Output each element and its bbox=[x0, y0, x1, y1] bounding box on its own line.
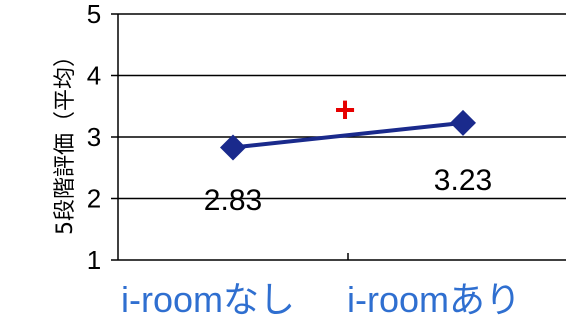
axes bbox=[111, 13, 566, 261]
y-tick-label-4: 4 bbox=[87, 61, 101, 91]
series-line-0 bbox=[232, 120, 464, 150]
category-label-1: i-roomあり bbox=[347, 279, 521, 320]
data-point-0 bbox=[220, 134, 246, 161]
data-point-1 bbox=[450, 109, 476, 136]
category-labels: i-roomなし i-roomあり bbox=[121, 279, 521, 320]
series bbox=[220, 109, 476, 161]
gridlines bbox=[118, 13, 566, 200]
category-label-0: i-roomなし bbox=[121, 279, 295, 320]
y-tick-label-2: 2 bbox=[87, 184, 101, 214]
y-axis-title: 5段階評価（平均） bbox=[53, 45, 78, 235]
y-tick-label-1: 1 bbox=[87, 245, 101, 275]
data-labels: 2.83 3.23 bbox=[204, 164, 492, 217]
data-label-1: 3.23 bbox=[434, 164, 492, 197]
significance-mark: + bbox=[334, 89, 355, 130]
data-label-0: 2.83 bbox=[204, 184, 262, 217]
y-tick-label-5: 5 bbox=[87, 0, 101, 29]
y-tick-labels: 1 2 3 4 5 bbox=[87, 0, 101, 275]
y-tick-label-3: 3 bbox=[87, 122, 101, 152]
